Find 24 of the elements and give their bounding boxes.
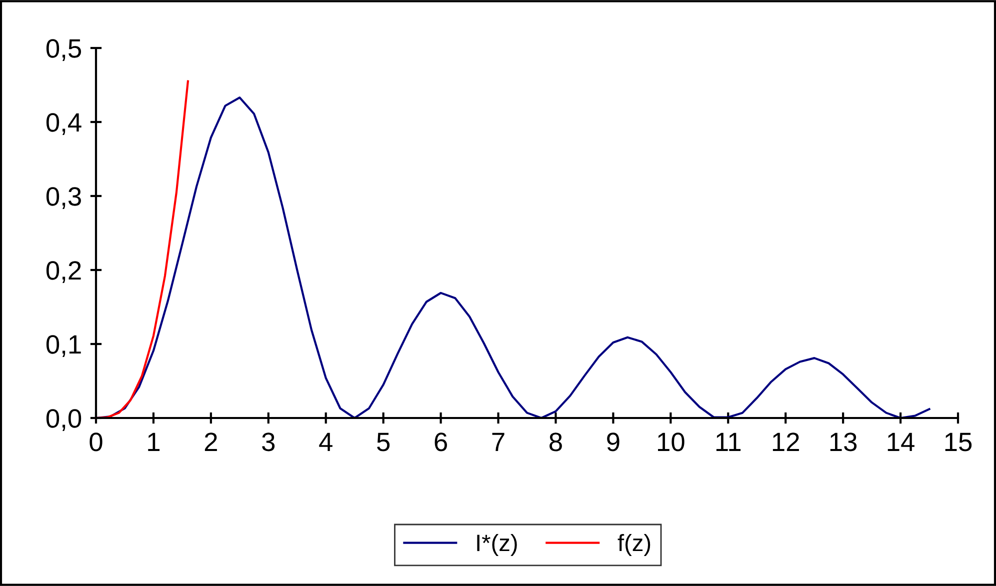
- x-tick-label: 7: [492, 432, 504, 452]
- x-tick-label: 6: [434, 432, 447, 452]
- y-tick-label: 0,0: [46, 409, 82, 431]
- x-tick-label: 14: [888, 432, 914, 452]
- y-tick-label: 0,1: [46, 335, 81, 357]
- x-tick-label: 10: [658, 432, 684, 452]
- x-tick-label: 12: [772, 432, 799, 452]
- x-tick-label: 15: [945, 432, 972, 452]
- legend-label: I*(z): [477, 534, 517, 556]
- x-tick-label: 3: [262, 432, 275, 452]
- x-tick-label: 11: [716, 432, 741, 452]
- y-tick-label: 0,4: [46, 113, 82, 135]
- y-tick-label: 0,5: [46, 39, 82, 61]
- x-tick-label: 13: [830, 432, 857, 452]
- y-tick-label: 0,2: [46, 261, 81, 283]
- legend-label: f(z): [618, 534, 650, 556]
- x-tick-label: 0: [90, 432, 102, 452]
- x-tick-label: 1: [148, 432, 160, 452]
- x-tick-label: 5: [377, 432, 390, 452]
- x-tick-label: 4: [319, 432, 332, 452]
- x-tick-label: 2: [204, 432, 217, 452]
- x-tick-label: 8: [550, 432, 562, 452]
- x-tick-label: 9: [607, 432, 620, 452]
- y-tick-label: 0,3: [46, 187, 81, 209]
